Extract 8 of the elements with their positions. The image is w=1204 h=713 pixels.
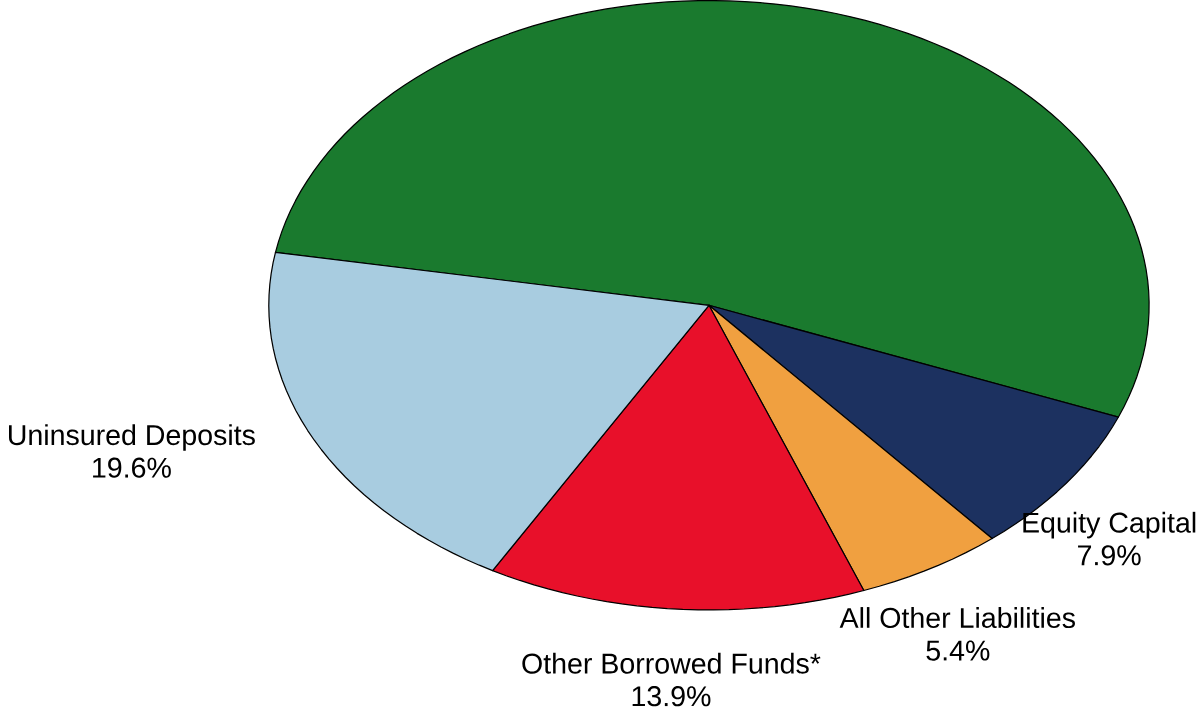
slice-label: All Other Liabilities <box>839 606 1075 628</box>
slice-label: Uninsured Deposits <box>9 424 255 451</box>
data-label: 5.4% <box>926 640 990 661</box>
data-label: 19.6% <box>93 457 171 478</box>
slice-label: Equity Capital <box>1023 511 1196 539</box>
slice-label: Other Borrowed Funds* <box>522 652 821 674</box>
data-label: 13.9% <box>632 686 711 707</box>
data-label: 7.9% <box>1078 545 1141 566</box>
